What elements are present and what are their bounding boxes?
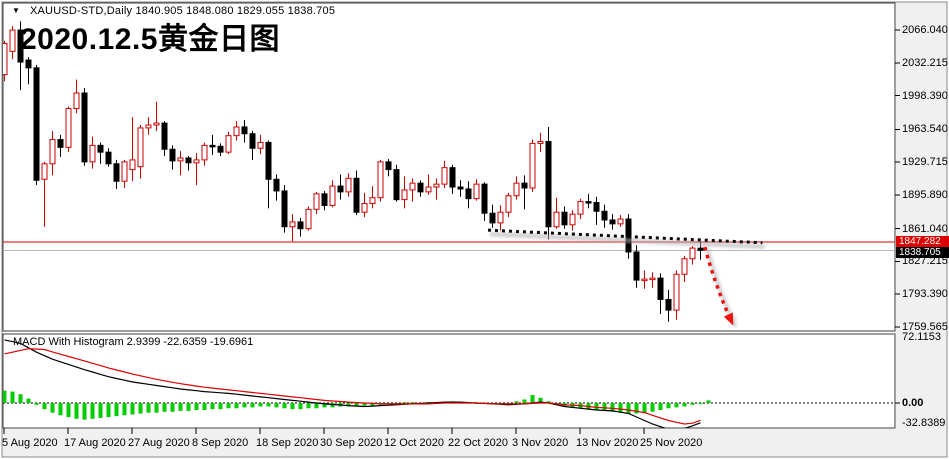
candles-layer bbox=[3, 21, 704, 322]
price-pane bbox=[3, 21, 895, 329]
date-tick-label: 12 Oct 2020 bbox=[384, 437, 444, 449]
macd-pane bbox=[3, 339, 895, 428]
price-tick-label: 1895.890 bbox=[902, 188, 948, 201]
macd-axis-zero-label: 0.00 bbox=[902, 397, 924, 409]
date-tick-label: 30 Sep 2020 bbox=[320, 437, 383, 449]
price-tick-label: 2066.040 bbox=[902, 24, 948, 36]
last-price-tag: 1838.705 bbox=[896, 247, 949, 258]
macd-line bbox=[4, 339, 701, 428]
date-tick-label: 5 Aug 2020 bbox=[2, 437, 58, 449]
price-tick-label: 1998.390 bbox=[902, 89, 948, 102]
price-tick-label: 1963.540 bbox=[902, 123, 948, 136]
date-tick-label: 18 Sep 2020 bbox=[256, 437, 319, 449]
chart-title-annotation: 2020.12.5黄金日图 bbox=[20, 23, 280, 56]
indicator-label: MACD With Histogram 2.9399 -22.6359 -19.… bbox=[13, 336, 254, 348]
macd-axis-min-label: -32.8389 bbox=[902, 417, 946, 429]
macd-axis-max-label: 72.1153 bbox=[902, 331, 941, 343]
price-tick-label: 1827.215 bbox=[902, 255, 948, 268]
price-tick-label: 2032.215 bbox=[902, 56, 948, 69]
date-tick-label: 27 Aug 2020 bbox=[128, 437, 190, 449]
symbol-dropdown-icon[interactable]: ▼ bbox=[12, 6, 20, 15]
price-tick-label: 1861.040 bbox=[902, 222, 948, 235]
price-tick-label: 1929.715 bbox=[902, 156, 948, 169]
hline-price-tag: 1847.282 bbox=[896, 236, 949, 247]
symbol-ohlc-line: XAUUSD-STD,Daily 1840.905 1848.080 1829.… bbox=[29, 5, 336, 17]
date-tick-label: 3 Nov 2020 bbox=[512, 437, 569, 449]
date-tick-label: 13 Nov 2020 bbox=[576, 437, 639, 449]
down-arrow-annotation bbox=[703, 246, 734, 326]
macd-histogram bbox=[3, 390, 711, 420]
date-tick-label: 8 Sep 2020 bbox=[192, 437, 249, 449]
symbol-header: ▼ XAUUSD-STD,Daily 1840.905 1848.080 182… bbox=[12, 5, 335, 17]
price-tick-label: 1759.565 bbox=[902, 321, 948, 333]
macd-signal-line bbox=[4, 348, 701, 425]
axis-ticks bbox=[3, 29, 900, 434]
price-tick-label: 1793.390 bbox=[902, 288, 948, 301]
date-tick-label: 22 Oct 2020 bbox=[448, 437, 508, 449]
date-tick-label: 17 Aug 2020 bbox=[64, 437, 126, 449]
date-tick-label: 25 Nov 2020 bbox=[640, 437, 703, 449]
